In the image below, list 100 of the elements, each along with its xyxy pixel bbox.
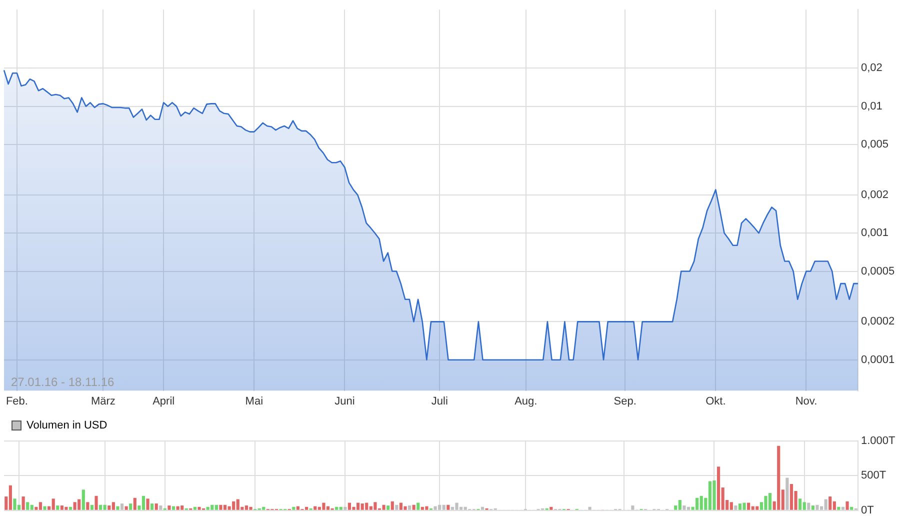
bar: [837, 506, 840, 510]
bar: [786, 478, 789, 510]
bar: [404, 506, 407, 510]
bar: [777, 446, 780, 510]
bar: [442, 504, 446, 510]
bar: [172, 506, 176, 510]
bar: [73, 502, 76, 510]
bar: [802, 502, 806, 510]
bar: [682, 506, 686, 510]
bar: [811, 506, 814, 510]
bar: [747, 502, 750, 510]
bar: [455, 502, 458, 510]
bar: [588, 506, 592, 510]
bar: [416, 502, 420, 510]
y-tick-label: 0,005: [861, 138, 889, 151]
y-tick-label: 0,0002: [861, 316, 895, 328]
bar: [399, 502, 403, 510]
bar: [52, 498, 55, 510]
bar: [807, 502, 810, 510]
bar: [434, 506, 437, 510]
y-tick-label: 0,0001: [861, 354, 895, 366]
legend-label: Volumen in USD: [26, 420, 108, 432]
bar: [292, 506, 296, 510]
bar: [335, 506, 338, 510]
bar: [103, 504, 106, 510]
bar: [846, 501, 849, 510]
bar: [734, 506, 738, 510]
bar: [850, 506, 854, 510]
bar: [446, 504, 450, 510]
bar: [120, 503, 124, 510]
y-tick-label: 0,0005: [861, 265, 895, 278]
bar: [678, 500, 682, 510]
x-tick-label: Aug.: [514, 395, 538, 408]
bar: [26, 502, 30, 510]
bar: [352, 506, 356, 510]
bar: [790, 484, 794, 510]
bar: [30, 504, 34, 510]
bar: [223, 504, 227, 510]
bar: [13, 498, 16, 510]
bar: [129, 503, 132, 510]
bar: [382, 504, 386, 510]
bar: [86, 502, 90, 510]
bar: [82, 490, 85, 510]
y-tick-label: 0,02: [861, 62, 882, 74]
bar: [68, 506, 72, 510]
bar: [816, 504, 819, 510]
bar: [108, 506, 111, 510]
y-tick-label: 0,001: [861, 227, 889, 240]
y-tick-label: 1.000T: [861, 435, 896, 448]
x-tick-label: Okt.: [706, 395, 726, 408]
bar: [150, 503, 154, 510]
bar: [133, 498, 136, 510]
x-tick-label: Mai: [245, 395, 264, 408]
bar: [425, 506, 428, 510]
bar: [348, 502, 352, 510]
x-tick-label: Sep.: [614, 395, 636, 408]
bar: [764, 496, 768, 510]
bar: [249, 506, 252, 510]
bar: [798, 498, 802, 510]
bar: [206, 506, 210, 510]
bar: [768, 493, 772, 510]
bar: [180, 506, 184, 510]
y-tick-label: 0,002: [861, 188, 889, 201]
x-tick-label: März: [90, 395, 116, 408]
bar: [112, 502, 115, 510]
bar: [116, 506, 120, 510]
x-tick-label: Nov.: [795, 395, 818, 408]
bar: [124, 506, 128, 510]
bar: [94, 496, 98, 510]
bar: [78, 499, 81, 510]
bar: [214, 504, 218, 510]
bar: [464, 506, 467, 510]
bar: [219, 504, 222, 510]
bar: [360, 503, 364, 510]
bar: [386, 506, 390, 510]
bar: [395, 504, 398, 510]
y-tick-label: 500T: [861, 470, 886, 482]
bar: [193, 506, 197, 510]
bar: [412, 504, 416, 510]
bar: [841, 506, 845, 510]
bar: [700, 496, 703, 510]
bar: [22, 496, 25, 510]
bar: [154, 503, 158, 510]
bar: [38, 502, 42, 510]
bar: [365, 502, 368, 510]
bar: [244, 506, 248, 510]
bar: [314, 506, 317, 510]
y-tick-label: 0T: [861, 504, 874, 516]
bar: [828, 496, 832, 510]
bar: [322, 502, 326, 510]
bar: [550, 506, 553, 510]
x-tick-label: Juli: [431, 395, 448, 408]
bar: [742, 502, 746, 510]
bar: [339, 506, 342, 510]
bar: [159, 506, 162, 510]
bar: [232, 501, 236, 510]
bar: [712, 480, 716, 510]
x-tick-label: Feb.: [6, 395, 28, 408]
bar: [210, 504, 214, 510]
annotation: 27.01.16 - 18.11.16: [11, 375, 115, 390]
